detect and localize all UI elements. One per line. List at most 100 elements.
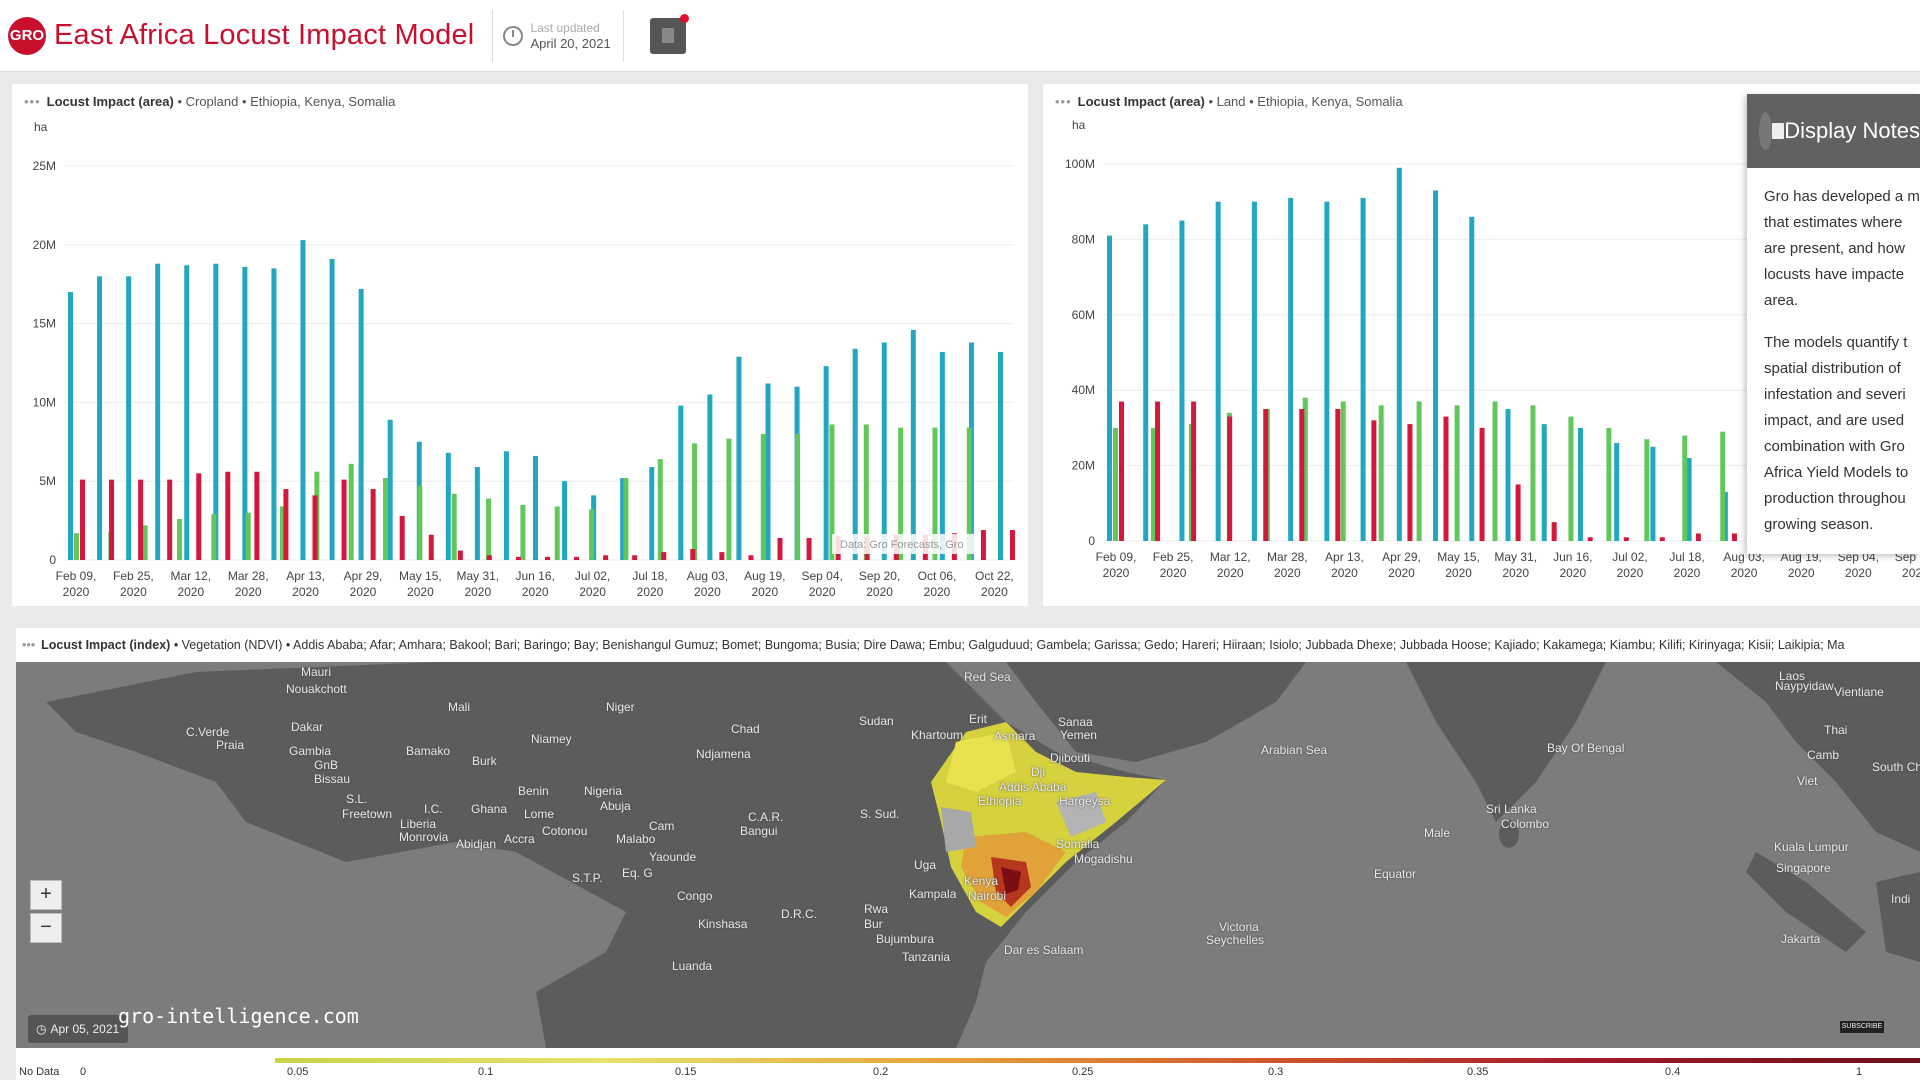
bar[interactable] — [177, 519, 183, 560]
bar[interactable] — [1541, 424, 1547, 541]
bar[interactable] — [1587, 537, 1593, 541]
panel-menu-icon[interactable]: ••• — [1055, 94, 1072, 109]
bar[interactable] — [1454, 405, 1460, 541]
bar[interactable] — [562, 481, 568, 560]
bar[interactable] — [1505, 409, 1511, 541]
bar[interactable] — [1191, 401, 1197, 541]
bar[interactable] — [1340, 401, 1346, 541]
zoom-out-button[interactable]: − — [30, 913, 62, 943]
bar[interactable] — [1433, 190, 1439, 541]
bar[interactable] — [1577, 427, 1583, 541]
bar[interactable] — [1263, 409, 1269, 541]
bar[interactable] — [736, 356, 742, 560]
bar[interactable] — [829, 424, 835, 560]
bar[interactable] — [271, 268, 277, 560]
bar[interactable] — [445, 452, 451, 560]
bar[interactable] — [1155, 401, 1161, 541]
bar[interactable] — [1686, 458, 1692, 541]
bar[interactable] — [1530, 405, 1536, 541]
bar[interactable] — [417, 485, 423, 560]
bar[interactable] — [692, 443, 698, 560]
bar[interactable] — [74, 533, 79, 560]
bar[interactable] — [1299, 409, 1305, 541]
bar[interactable] — [1335, 409, 1341, 541]
bar[interactable] — [649, 467, 655, 560]
bar[interactable] — [97, 276, 103, 560]
bar[interactable] — [184, 265, 190, 560]
bar[interactable] — [1416, 401, 1422, 541]
zoom-in-button[interactable]: + — [30, 880, 62, 910]
bar[interactable] — [126, 276, 132, 560]
bar[interactable] — [300, 240, 306, 560]
bar[interactable] — [341, 479, 347, 560]
bar[interactable] — [1650, 446, 1656, 541]
bar[interactable] — [155, 263, 161, 560]
bar[interactable] — [1302, 397, 1308, 541]
bar[interactable] — [399, 515, 405, 560]
display-notes-button[interactable] — [649, 13, 689, 54]
bar[interactable] — [283, 489, 289, 560]
bar[interactable] — [632, 555, 638, 560]
bar[interactable] — [109, 479, 115, 560]
bar[interactable] — [1227, 416, 1233, 541]
bar[interactable] — [1606, 427, 1612, 541]
bar[interactable] — [142, 525, 148, 560]
bar[interactable] — [1722, 491, 1728, 541]
bar[interactable] — [998, 351, 1003, 560]
bar[interactable] — [980, 530, 986, 560]
bar[interactable] — [1551, 522, 1557, 541]
bar[interactable] — [80, 479, 85, 560]
bar[interactable] — [1515, 484, 1521, 541]
bar[interactable] — [329, 258, 335, 560]
bar[interactable] — [574, 556, 580, 560]
bar[interactable] — [707, 394, 713, 560]
bar[interactable] — [211, 514, 217, 560]
bar[interactable] — [748, 555, 754, 560]
bar[interactable] — [690, 548, 696, 560]
bar[interactable] — [1107, 235, 1112, 541]
bar[interactable] — [1113, 427, 1118, 541]
bar[interactable] — [1720, 431, 1726, 541]
bar[interactable] — [1469, 216, 1475, 541]
bar[interactable] — [1371, 420, 1377, 541]
bar[interactable] — [245, 512, 251, 560]
bar[interactable] — [167, 479, 173, 560]
bar[interactable] — [312, 495, 318, 560]
bar[interactable] — [939, 351, 945, 560]
bar[interactable] — [428, 534, 434, 560]
bar[interactable] — [196, 473, 202, 560]
bar[interactable] — [881, 342, 887, 560]
bar[interactable] — [1644, 439, 1650, 541]
bar[interactable] — [1324, 201, 1330, 541]
bar[interactable] — [863, 424, 869, 560]
bar[interactable] — [1360, 197, 1366, 541]
bar[interactable] — [898, 427, 904, 560]
bar[interactable] — [242, 266, 248, 560]
bar[interactable] — [1682, 435, 1688, 541]
bar[interactable] — [520, 504, 526, 560]
bar[interactable] — [348, 463, 354, 560]
bar[interactable] — [678, 405, 684, 560]
gro-logo[interactable]: GRO — [8, 16, 46, 55]
bar[interactable] — [620, 478, 626, 560]
bar[interactable] — [1179, 220, 1185, 542]
bar[interactable] — [1251, 201, 1257, 541]
bar[interactable] — [1659, 537, 1665, 541]
bar[interactable] — [1479, 427, 1485, 541]
bar[interactable] — [1288, 197, 1294, 541]
bar[interactable] — [138, 479, 144, 560]
bar[interactable] — [623, 478, 629, 560]
bar[interactable] — [370, 489, 376, 560]
bar[interactable] — [486, 555, 492, 560]
bar[interactable] — [1407, 424, 1413, 541]
bar[interactable] — [661, 552, 667, 560]
bar[interactable] — [1614, 442, 1620, 541]
bar[interactable] — [966, 427, 972, 560]
bar[interactable] — [1396, 167, 1402, 541]
bar[interactable] — [533, 455, 538, 560]
bar[interactable] — [358, 288, 364, 560]
bar[interactable] — [68, 292, 73, 560]
bar[interactable] — [719, 552, 725, 560]
bar[interactable] — [225, 471, 231, 560]
panel-menu-icon[interactable]: ••• — [24, 94, 41, 109]
